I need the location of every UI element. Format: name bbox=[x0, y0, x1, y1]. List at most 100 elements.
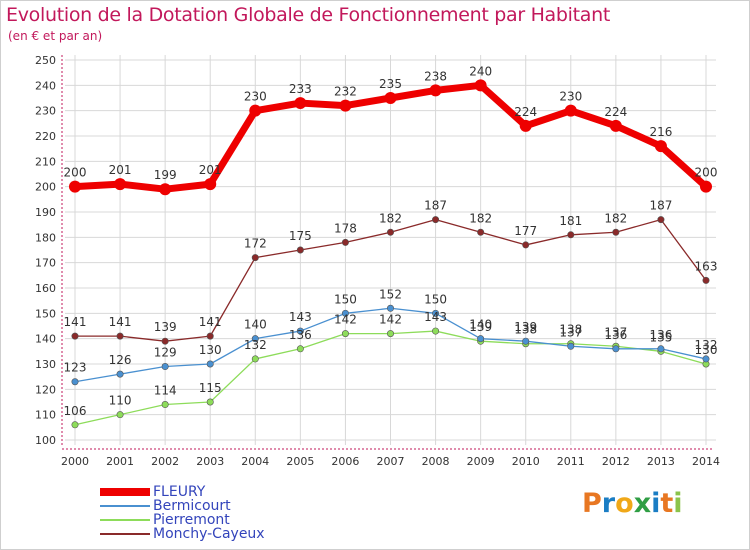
data-point bbox=[567, 342, 575, 350]
data-label: 230 bbox=[244, 90, 267, 104]
logo-letter: P bbox=[582, 488, 602, 519]
data-label: 230 bbox=[559, 90, 582, 104]
data-point bbox=[432, 216, 440, 224]
data-point bbox=[657, 345, 665, 353]
data-point bbox=[564, 104, 577, 117]
data-label: 139 bbox=[514, 320, 537, 334]
data-label: 172 bbox=[244, 237, 267, 251]
y-tick-label: 200 bbox=[35, 181, 56, 194]
data-point bbox=[432, 309, 440, 317]
data-point bbox=[294, 97, 307, 110]
data-point bbox=[386, 304, 394, 312]
data-label: 123 bbox=[64, 361, 87, 375]
data-point bbox=[251, 254, 259, 262]
data-point bbox=[702, 355, 710, 363]
data-label: 235 bbox=[379, 77, 402, 91]
data-point bbox=[522, 337, 530, 345]
y-tick-label: 160 bbox=[35, 282, 56, 295]
data-point bbox=[702, 276, 710, 284]
legend-swatch bbox=[100, 488, 150, 496]
data-label: 115 bbox=[199, 381, 222, 395]
data-label: 187 bbox=[649, 199, 672, 213]
y-tick-label: 250 bbox=[35, 54, 56, 67]
legend-label: Monchy-Cayeux bbox=[153, 526, 265, 542]
y-tick-label: 150 bbox=[35, 307, 56, 320]
x-tick-label: 2000 bbox=[61, 455, 89, 468]
data-label: 132 bbox=[244, 338, 267, 352]
legend-item: Bermicourt bbox=[100, 498, 360, 514]
data-point bbox=[522, 241, 530, 249]
data-point bbox=[432, 327, 440, 335]
data-point bbox=[386, 330, 394, 338]
data-label: 182 bbox=[469, 211, 492, 225]
data-label: 141 bbox=[199, 315, 222, 329]
y-tick-label: 210 bbox=[35, 155, 56, 168]
legend-label: Pierremont bbox=[153, 512, 230, 528]
legend: FLEURY Bermicourt Pierremont Monchy-Cayeux bbox=[100, 484, 360, 542]
data-label: 143 bbox=[289, 310, 312, 324]
data-label: 140 bbox=[244, 318, 267, 332]
data-label: 199 bbox=[154, 168, 177, 182]
data-point bbox=[161, 363, 169, 371]
x-tick-label: 2007 bbox=[377, 455, 405, 468]
data-label: 140 bbox=[469, 318, 492, 332]
data-label: 240 bbox=[469, 64, 492, 78]
legend-swatch bbox=[100, 505, 150, 507]
data-point bbox=[251, 335, 259, 343]
data-point bbox=[206, 360, 214, 368]
data-point bbox=[206, 398, 214, 406]
x-tick-label: 2012 bbox=[602, 455, 630, 468]
y-tick-label: 230 bbox=[35, 105, 56, 118]
data-label: 106 bbox=[64, 404, 87, 418]
y-tick-label: 100 bbox=[35, 434, 56, 447]
data-label: 138 bbox=[559, 323, 582, 337]
chart-title: Evolution de la Dotation Globale de Fonc… bbox=[6, 4, 611, 26]
x-tick-label: 2001 bbox=[106, 455, 134, 468]
y-tick-label: 240 bbox=[35, 79, 56, 92]
y-tick-label: 180 bbox=[35, 231, 56, 244]
data-label: 136 bbox=[604, 328, 627, 342]
y-tick-label: 110 bbox=[35, 409, 56, 422]
data-label: 138 bbox=[514, 323, 537, 337]
data-point bbox=[386, 228, 394, 236]
data-label: 130 bbox=[695, 343, 718, 357]
data-label: 163 bbox=[695, 259, 718, 273]
data-point bbox=[116, 411, 124, 419]
data-point bbox=[114, 178, 127, 191]
data-point bbox=[116, 370, 124, 378]
data-label: 141 bbox=[109, 315, 132, 329]
data-point bbox=[474, 79, 487, 92]
data-point bbox=[71, 421, 79, 429]
data-point bbox=[519, 119, 532, 132]
data-label: 136 bbox=[289, 328, 312, 342]
logo-letter: t bbox=[660, 488, 674, 519]
legend-item: FLEURY bbox=[100, 484, 360, 500]
data-label: 175 bbox=[289, 229, 312, 243]
data-point bbox=[477, 228, 485, 236]
logo-letter: o bbox=[615, 488, 634, 519]
y-tick-label: 130 bbox=[35, 358, 56, 371]
x-tick-label: 2003 bbox=[196, 455, 224, 468]
data-label: 177 bbox=[514, 224, 537, 238]
data-label: 141 bbox=[64, 315, 87, 329]
data-label: 200 bbox=[64, 166, 87, 180]
legend-swatch bbox=[100, 519, 150, 521]
data-label: 224 bbox=[514, 105, 537, 119]
data-label: 137 bbox=[604, 325, 627, 339]
x-tick-label: 2004 bbox=[241, 455, 269, 468]
data-label: 132 bbox=[695, 338, 718, 352]
data-label: 152 bbox=[379, 287, 402, 301]
data-label: 187 bbox=[424, 199, 447, 213]
data-point bbox=[477, 335, 485, 343]
x-tick-label: 2009 bbox=[467, 455, 495, 468]
data-label: 129 bbox=[154, 346, 177, 360]
data-label: 201 bbox=[109, 163, 132, 177]
data-point bbox=[654, 140, 667, 153]
logo-letter: i bbox=[651, 488, 661, 519]
data-point bbox=[249, 104, 262, 117]
data-point bbox=[429, 84, 442, 97]
data-label: 182 bbox=[379, 211, 402, 225]
data-point bbox=[341, 238, 349, 246]
